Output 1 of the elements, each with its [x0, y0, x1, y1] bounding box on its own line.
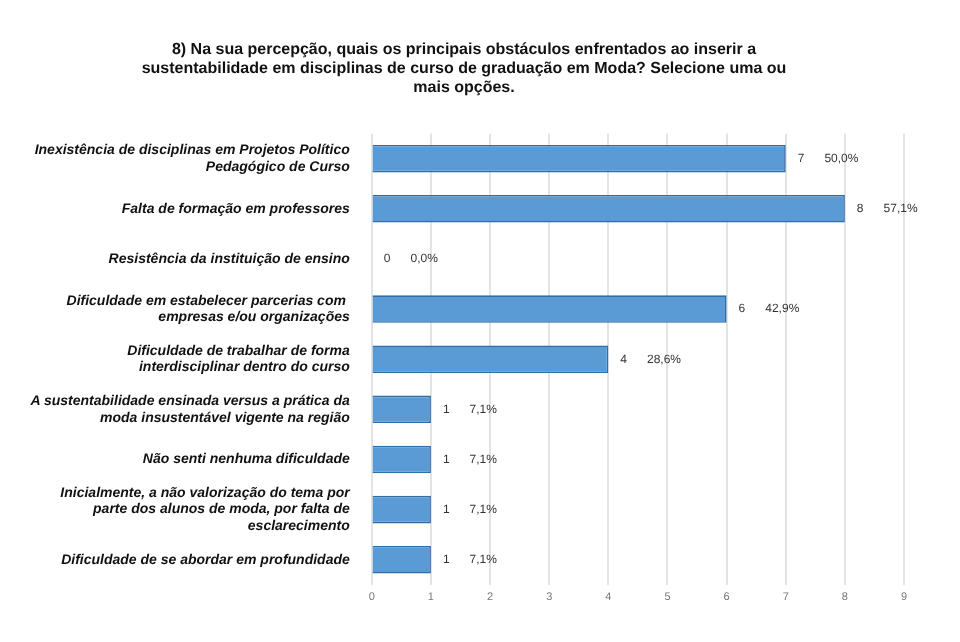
chart-title: 8) Na sua percepção, quais os principais obstáculos enfrentados ao inserir a sustentabilidade em disciplinas de curso de graduação em Moda? Selecione uma ou mais opções.	[141, 40, 787, 97]
